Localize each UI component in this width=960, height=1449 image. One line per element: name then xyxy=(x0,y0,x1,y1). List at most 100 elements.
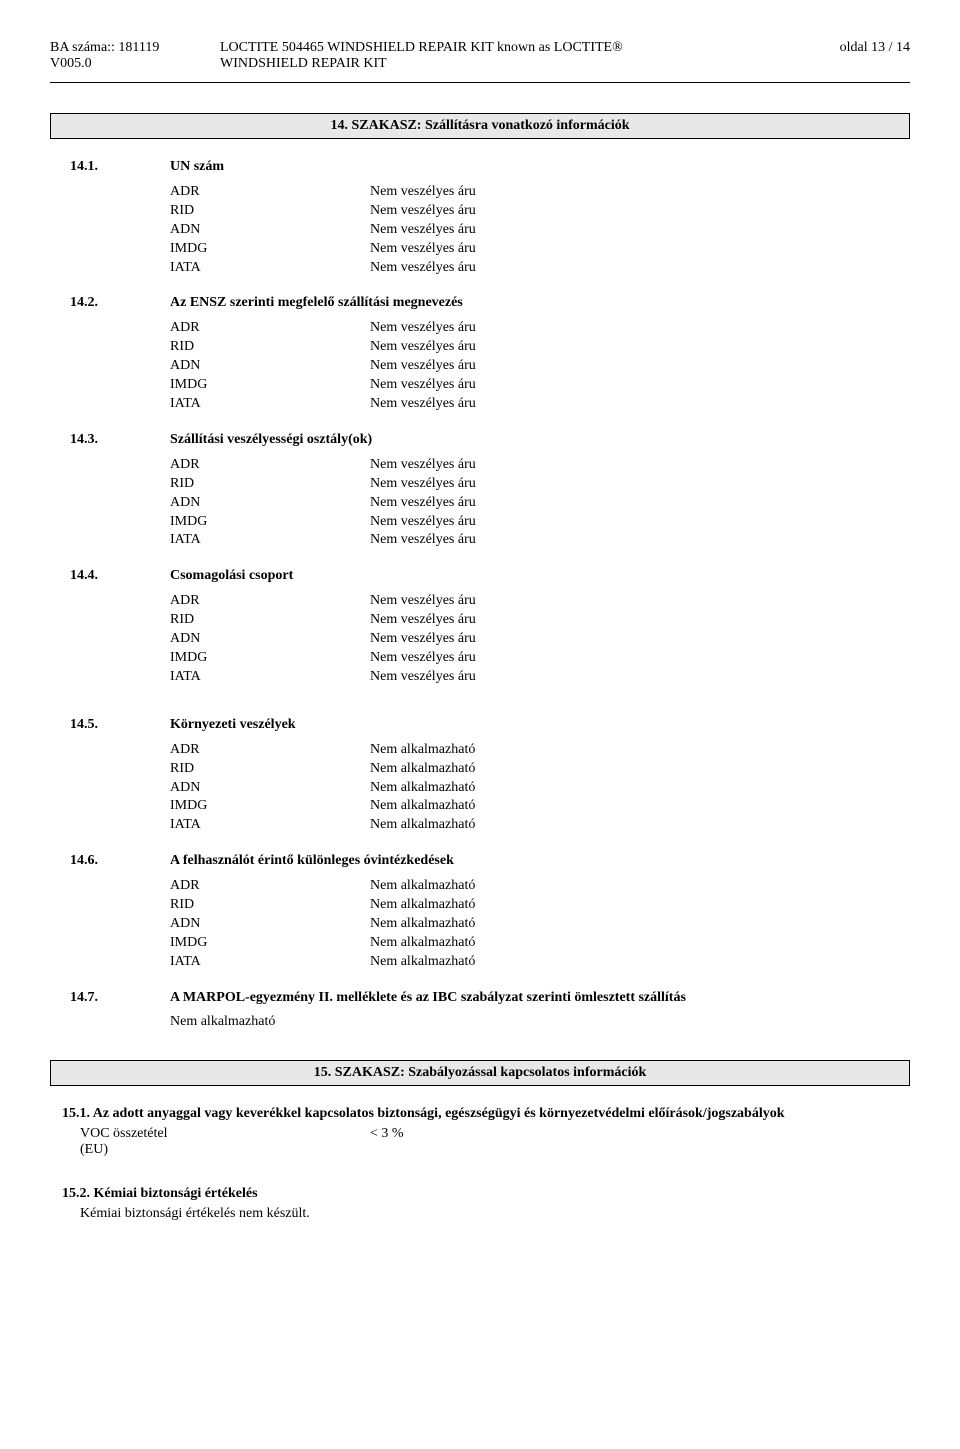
kv-key: ADN xyxy=(170,915,370,934)
kv-block-14-6: ADRNem alkalmazható RIDNem alkalmazható … xyxy=(170,877,910,971)
kv-val: Nem veszélyes áru xyxy=(370,395,910,414)
kv-block-14-1: ADRNem veszélyes áru RIDNem veszélyes ár… xyxy=(170,183,910,277)
header-separator xyxy=(50,82,910,83)
kv-val: Nem veszélyes áru xyxy=(370,319,910,338)
kv-val: Nem alkalmazható xyxy=(370,760,910,779)
kv-row: RIDNem veszélyes áru xyxy=(170,338,910,357)
kv-val: Nem veszélyes áru xyxy=(370,456,910,475)
page-number: oldal 13 / 14 xyxy=(790,40,910,56)
kv-row: ADRNem veszélyes áru xyxy=(170,183,910,202)
kv-block-14-2: ADRNem veszélyes áru RIDNem veszélyes ár… xyxy=(170,319,910,413)
product-name-line1: LOCTITE 504465 WINDSHIELD REPAIR KIT kno… xyxy=(220,40,790,56)
kv-val: Nem veszélyes áru xyxy=(370,338,910,357)
kv-row: IATANem alkalmazható xyxy=(170,953,910,972)
product-name-line2: WINDSHIELD REPAIR KIT xyxy=(220,56,790,72)
section-14-banner: 14. SZAKASZ: Szállításra vonatkozó infor… xyxy=(50,113,910,139)
subsection-14-7: 14.7. A MARPOL-egyezmény II. melléklete … xyxy=(70,990,910,1006)
kv-key: ADN xyxy=(170,221,370,240)
kv-row: IMDGNem alkalmazható xyxy=(170,797,910,816)
kv-val: Nem veszélyes áru xyxy=(370,649,910,668)
kv-row: IATANem veszélyes áru xyxy=(170,395,910,414)
kv-row: IATANem veszélyes áru xyxy=(170,668,910,687)
kv-key: IMDG xyxy=(170,649,370,668)
kv-key: IATA xyxy=(170,395,370,414)
kv-key: ADR xyxy=(170,592,370,611)
kv-row: ADNNem veszélyes áru xyxy=(170,494,910,513)
kv-row: IATANem alkalmazható xyxy=(170,816,910,835)
kv-key: IMDG xyxy=(170,240,370,259)
kv-key: IATA xyxy=(170,531,370,550)
voc-unit: (EU) xyxy=(80,1142,910,1158)
subsection-14-2: 14.2. Az ENSZ szerinti megfelelő szállít… xyxy=(70,295,910,311)
kv-key: ADR xyxy=(170,456,370,475)
kv-row: ADNNem alkalmazható xyxy=(170,779,910,798)
kv-key: RID xyxy=(170,611,370,630)
kv-row: RIDNem veszélyes áru xyxy=(170,611,910,630)
kv-row: ADRNem veszélyes áru xyxy=(170,592,910,611)
kv-key: IATA xyxy=(170,816,370,835)
subsection-14-5: 14.5. Környezeti veszélyek xyxy=(70,717,910,733)
subsection-14-4: 14.4. Csomagolási csoport xyxy=(70,568,910,584)
kv-row: ADNNem alkalmazható xyxy=(170,915,910,934)
kv-key: IATA xyxy=(170,259,370,278)
kv-key: IMDG xyxy=(170,513,370,532)
kv-val: Nem veszélyes áru xyxy=(370,357,910,376)
kv-row: IATANem veszélyes áru xyxy=(170,531,910,550)
kv-val: Nem alkalmazható xyxy=(370,953,910,972)
subsection-14-7-line: Nem alkalmazható xyxy=(170,1014,910,1030)
kv-val: Nem veszélyes áru xyxy=(370,513,910,532)
kv-key: RID xyxy=(170,896,370,915)
header-right: oldal 13 / 14 xyxy=(790,40,910,72)
kv-val: Nem alkalmazható xyxy=(370,779,910,798)
kv-key: IMDG xyxy=(170,376,370,395)
kv-key: ADR xyxy=(170,183,370,202)
kv-val: Nem veszélyes áru xyxy=(370,630,910,649)
page-header: BA száma:: 181119 V005.0 LOCTITE 504465 … xyxy=(50,40,910,72)
subsection-number: 14.6. xyxy=(70,853,170,869)
doc-number: BA száma:: 181119 xyxy=(50,40,210,56)
subsection-14-1: 14.1. UN szám xyxy=(70,159,910,175)
subsection-number: 14.1. xyxy=(70,159,170,175)
kv-val: Nem veszélyes áru xyxy=(370,221,910,240)
subsection-title: A felhasználót érintő különleges óvintéz… xyxy=(170,853,454,869)
subsection-number: 14.3. xyxy=(70,432,170,448)
subsection-title: Környezeti veszélyek xyxy=(170,717,296,733)
section-15-banner: 15. SZAKASZ: Szabályozással kapcsolatos … xyxy=(50,1060,910,1086)
kv-val: Nem alkalmazható xyxy=(370,915,910,934)
kv-row: IMDGNem alkalmazható xyxy=(170,934,910,953)
kv-key: IMDG xyxy=(170,934,370,953)
kv-key: ADR xyxy=(170,741,370,760)
kv-row: IMDGNem veszélyes áru xyxy=(170,376,910,395)
subsection-title: A MARPOL-egyezmény II. melléklete és az … xyxy=(170,990,686,1006)
kv-val: Nem veszélyes áru xyxy=(370,376,910,395)
subsection-number: 14.4. xyxy=(70,568,170,584)
kv-val: Nem veszélyes áru xyxy=(370,611,910,630)
kv-row: IATANem veszélyes áru xyxy=(170,259,910,278)
kv-key: ADN xyxy=(170,630,370,649)
kv-val: Nem veszélyes áru xyxy=(370,475,910,494)
doc-version: V005.0 xyxy=(50,56,210,72)
kv-block-14-4: ADRNem veszélyes áru RIDNem veszélyes ár… xyxy=(170,592,910,686)
subsection-number: 14.7. xyxy=(70,990,170,1006)
kv-key: RID xyxy=(170,760,370,779)
kv-val: Nem alkalmazható xyxy=(370,934,910,953)
subsection-15-1-title: 15.1. Az adott anyaggal vagy keverékkel … xyxy=(62,1106,910,1122)
kv-val: Nem veszélyes áru xyxy=(370,592,910,611)
kv-val: Nem veszélyes áru xyxy=(370,183,910,202)
subsection-15-2-title: 15.2. Kémiai biztonsági értékelés xyxy=(62,1186,910,1202)
kv-row: ADNNem veszélyes áru xyxy=(170,630,910,649)
kv-row: IMDGNem veszélyes áru xyxy=(170,513,910,532)
subsection-title: Csomagolási csoport xyxy=(170,568,293,584)
kv-key: RID xyxy=(170,202,370,221)
kv-block-14-5: ADRNem alkalmazható RIDNem alkalmazható … xyxy=(170,741,910,835)
kv-row: RIDNem alkalmazható xyxy=(170,896,910,915)
subsection-number: 14.2. xyxy=(70,295,170,311)
kv-row: ADRNem alkalmazható xyxy=(170,741,910,760)
subsection-number: 14.5. xyxy=(70,717,170,733)
kv-row: ADRNem veszélyes áru xyxy=(170,319,910,338)
subsection-14-3: 14.3. Szállítási veszélyességi osztály(o… xyxy=(70,432,910,448)
kv-val: Nem veszélyes áru xyxy=(370,668,910,687)
header-center: LOCTITE 504465 WINDSHIELD REPAIR KIT kno… xyxy=(210,40,790,72)
kv-row: ADNNem veszélyes áru xyxy=(170,357,910,376)
kv-val: Nem alkalmazható xyxy=(370,816,910,835)
